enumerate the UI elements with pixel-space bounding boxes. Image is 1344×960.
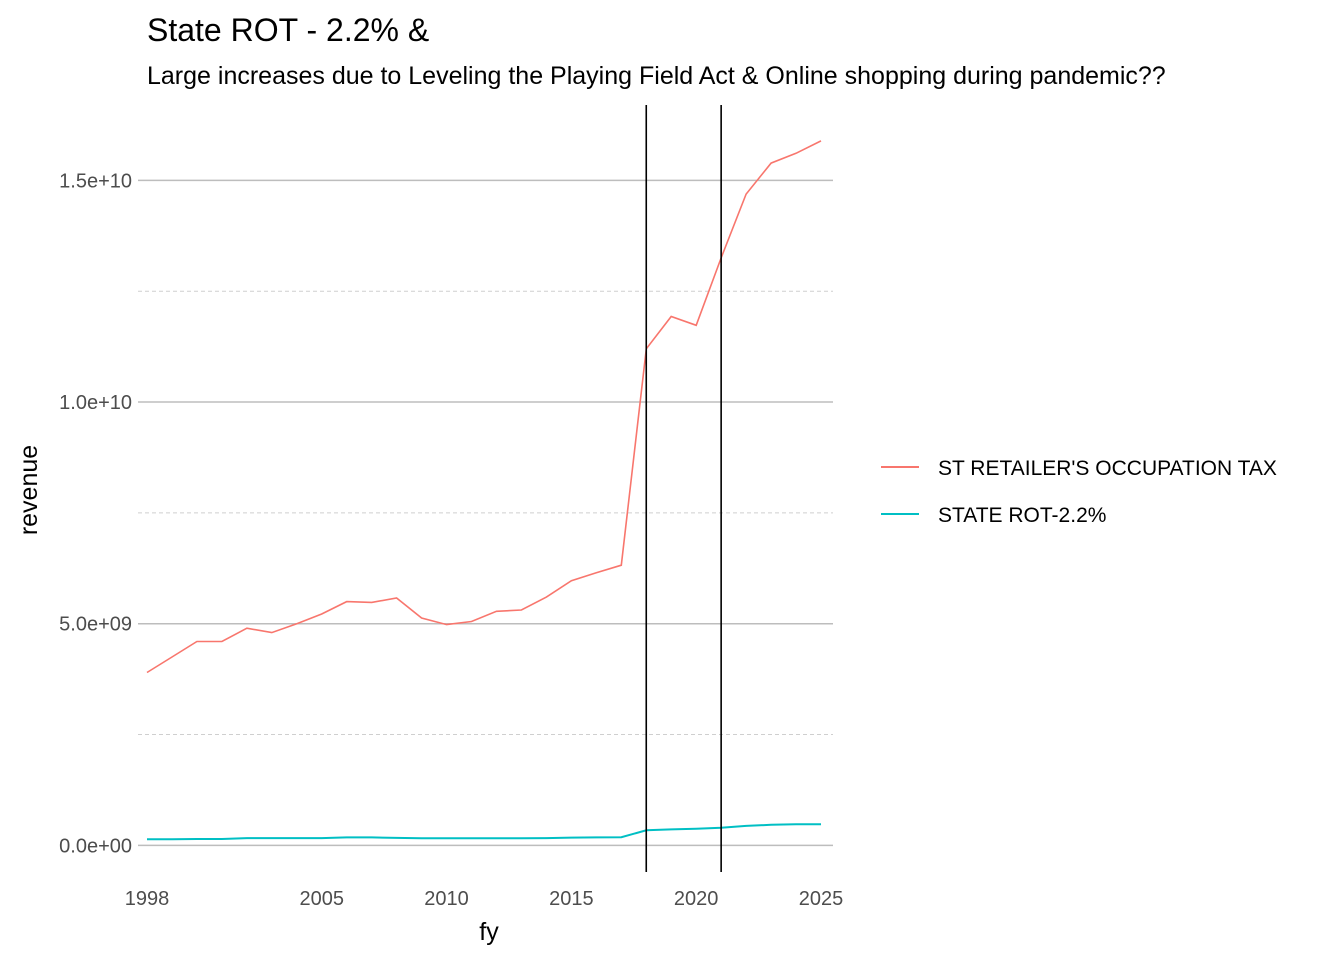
y-tick-label: 0.0e+00 <box>59 835 132 857</box>
series-lines <box>146 140 822 841</box>
grid-lines <box>138 179 833 847</box>
y-axis-ticks: 0.0e+00 5.0e+09 1.0e+10 1.5e+10 <box>59 170 132 857</box>
x-axis-title: fy <box>479 918 499 946</box>
x-tick-label: 2025 <box>799 888 844 910</box>
reference-lines <box>645 105 722 872</box>
legend: ST RETAILER'S OCCUPATION TAX STATE ROT-2.… <box>881 457 1277 527</box>
x-tick-label: 2010 <box>424 888 469 910</box>
series-line-2 <box>147 823 821 841</box>
series-line-1 <box>146 140 822 674</box>
x-tick-label: 2020 <box>674 888 719 910</box>
chart-subtitle: Large increases due to Leveling the Play… <box>147 62 1166 90</box>
y-tick-label: 1.5e+10 <box>59 170 132 192</box>
y-tick-label: 1.0e+10 <box>59 392 132 414</box>
y-axis-title: revenue <box>15 445 43 535</box>
x-tick-label: 2015 <box>549 888 594 910</box>
legend-label: ST RETAILER'S OCCUPATION TAX <box>938 457 1277 480</box>
legend-label: STATE ROT-2.2% <box>938 504 1106 527</box>
x-tick-label: 1998 <box>125 888 170 910</box>
y-tick-label: 5.0e+09 <box>59 614 132 636</box>
chart-title: State ROT - 2.2% & <box>147 12 429 48</box>
x-tick-label: 2005 <box>299 888 344 910</box>
x-axis-ticks: 1998 2005 2010 2015 2020 2025 <box>125 888 844 910</box>
